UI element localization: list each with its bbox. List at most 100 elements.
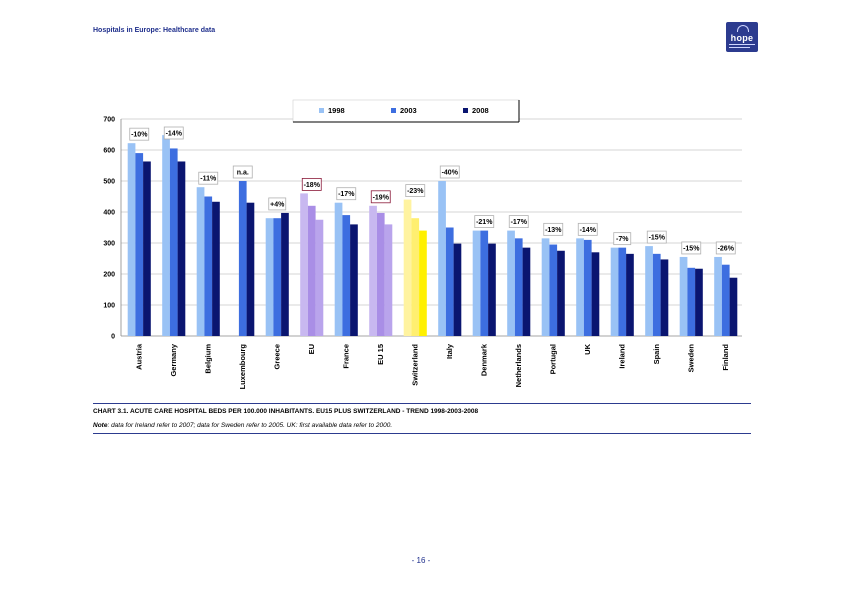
bar-2003 xyxy=(549,244,558,336)
x-tick-label: Ireland xyxy=(617,344,626,369)
bar-1998 xyxy=(162,135,170,336)
x-tick-label: France xyxy=(341,344,350,369)
bar-2008 xyxy=(177,161,186,336)
percent-label-box xyxy=(681,241,702,255)
chart-caption-title: CHART 3.1. ACUTE CARE HOSPITAL BEDS PER … xyxy=(93,408,479,415)
bar-1998 xyxy=(507,230,515,336)
bar-2003 xyxy=(618,247,627,336)
percent-label: -13% xyxy=(545,227,562,234)
percent-label-box xyxy=(163,126,184,140)
percent-label-box xyxy=(336,187,357,201)
percent-label: -19% xyxy=(373,194,390,201)
bar-1998 xyxy=(438,181,446,336)
note-text: : data for Ireland refer to 2007; data f… xyxy=(107,422,393,429)
y-tick-label: 500 xyxy=(103,179,115,186)
bar-2008 xyxy=(419,230,427,336)
bar-2003 xyxy=(376,212,385,336)
bar-2003 xyxy=(445,227,454,336)
percent-label-box xyxy=(301,177,322,191)
x-tick-label: Sweden xyxy=(686,344,695,373)
bar-1998 xyxy=(300,193,308,336)
bar-2008 xyxy=(729,277,738,336)
percent-label-box xyxy=(474,215,495,229)
y-tick-label: 700 xyxy=(103,117,115,124)
bar-2003 xyxy=(480,230,489,336)
bar-1998 xyxy=(265,218,274,336)
percent-label-box xyxy=(232,165,253,179)
chart-caption-note: Note: data for Ireland refer to 2007; da… xyxy=(93,422,392,429)
bar-2008 xyxy=(453,243,462,336)
logo-text: hope xyxy=(730,33,754,43)
percent-label: -21% xyxy=(476,219,493,226)
bar-2008 xyxy=(626,253,634,336)
percent-label: -10% xyxy=(131,132,148,139)
bar-chart: 0 100 200 300 400 500 600 700 Austria -10% Germany… xyxy=(103,99,742,390)
bar-1998 xyxy=(196,187,205,336)
logo-tagline-line xyxy=(729,47,750,48)
percent-label: -26% xyxy=(718,245,735,252)
bar-1998 xyxy=(369,205,377,336)
percent-label: -15% xyxy=(649,235,666,242)
x-tick-label: Denmark xyxy=(479,343,488,376)
y-tick-label: 100 xyxy=(103,303,115,310)
bar-2008 xyxy=(350,224,358,336)
bar-2003 xyxy=(307,205,316,336)
bar-2008 xyxy=(384,224,393,336)
legend-swatch xyxy=(463,108,468,113)
percent-label: -11% xyxy=(200,176,217,183)
percent-label: -17% xyxy=(511,219,528,226)
percent-label-box xyxy=(198,171,219,185)
note-label: Note xyxy=(93,422,108,429)
bar-2003 xyxy=(411,218,420,336)
percent-label-box xyxy=(715,241,736,255)
bar-1998 xyxy=(610,247,619,336)
percent-label: -18% xyxy=(304,182,321,189)
x-tick-label: Luxembourg xyxy=(238,344,247,390)
x-tick-label: Netherlands xyxy=(514,344,523,387)
header-title: Hospitals in Europe: Healthcare data xyxy=(93,27,216,34)
page-number: - 16 - xyxy=(411,556,431,565)
legend-label: 2008 xyxy=(472,106,489,115)
percent-label: -15% xyxy=(683,245,700,252)
caption-bottom-rule xyxy=(93,433,751,434)
bar-1998 xyxy=(541,238,550,336)
percent-label-box xyxy=(543,222,564,236)
bar-2003 xyxy=(514,238,523,336)
logo-tagline-line xyxy=(729,44,755,45)
bar-2003 xyxy=(583,239,592,336)
bar-2008 xyxy=(591,252,600,336)
percent-label-box xyxy=(508,215,529,229)
bar-2008 xyxy=(660,259,669,336)
bar-1998 xyxy=(472,230,481,336)
bar-2003 xyxy=(721,264,730,336)
hope-logo: hope xyxy=(726,22,758,52)
percent-label: -23% xyxy=(407,188,424,195)
bar-1998 xyxy=(679,256,688,336)
x-tick-label: EU xyxy=(307,344,316,354)
bar-2003 xyxy=(687,267,696,336)
bar-2008 xyxy=(557,250,565,336)
y-tick-label: 300 xyxy=(103,241,115,248)
bar-2003 xyxy=(204,196,213,336)
percent-label: +4% xyxy=(270,201,285,208)
bar-2008 xyxy=(522,247,531,336)
percent-label: -17% xyxy=(338,191,355,198)
percent-label: n.a. xyxy=(237,170,249,177)
bar-2008 xyxy=(212,201,220,336)
percent-label-box xyxy=(646,230,667,244)
x-tick-label: EU 15 xyxy=(376,344,385,365)
percent-label: -40% xyxy=(442,170,459,177)
bar-1998 xyxy=(645,246,653,336)
percent-label-box xyxy=(439,165,460,179)
percent-label-box xyxy=(613,232,632,246)
legend-label: 1998 xyxy=(328,106,345,115)
bar-1998 xyxy=(334,202,343,336)
x-tick-label: Austria xyxy=(134,343,143,370)
percent-label-box xyxy=(577,222,598,236)
bar-2003 xyxy=(273,218,282,336)
legend-swatch xyxy=(391,108,396,113)
percent-label-box xyxy=(129,127,150,141)
y-tick-label: 0 xyxy=(111,334,115,341)
percent-label-box xyxy=(268,197,287,211)
bar-1998 xyxy=(127,143,136,336)
